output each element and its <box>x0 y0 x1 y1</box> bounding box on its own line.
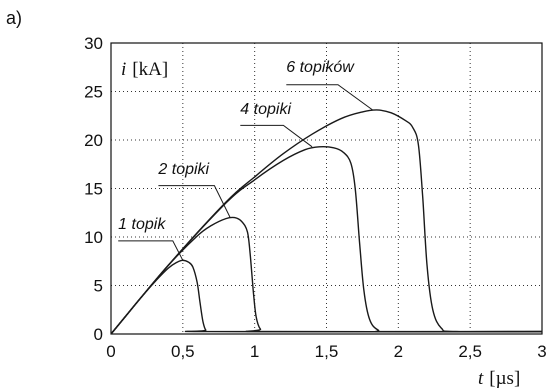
y-axis-variable: i <box>121 59 126 80</box>
x-tick-label: 3 <box>537 342 546 361</box>
leader-line-4 <box>286 84 373 111</box>
y-tick-label: 5 <box>94 277 103 296</box>
x-tick-label: 1 <box>250 342 259 361</box>
leader-line-1 <box>118 240 184 261</box>
grid <box>111 43 542 334</box>
x-axis-unit: [µs] <box>489 368 520 389</box>
series-line-3 <box>110 145 543 335</box>
series-line-2 <box>110 216 543 335</box>
x-axis-variable: t <box>478 368 484 389</box>
y-tick-label: 0 <box>94 325 103 344</box>
series-lines <box>110 109 543 335</box>
y-tick-label: 25 <box>84 83 103 102</box>
series-label-3: 4 topiki <box>240 101 291 118</box>
plot-area <box>110 42 543 335</box>
leader-line-2 <box>158 185 231 218</box>
leader-line-3 <box>240 124 313 148</box>
x-tick-label: 2,5 <box>458 342 482 361</box>
x-tick-label: 0,5 <box>171 342 195 361</box>
y-tick-label: 30 <box>84 34 103 53</box>
y-axis-label: i [kA] <box>121 59 168 80</box>
y-tick-label: 20 <box>84 131 103 150</box>
series-label-4: 6 topików <box>286 59 355 76</box>
series-label-1: 1 topik <box>118 216 166 233</box>
x-tick-label: 2 <box>394 342 403 361</box>
series-line-4 <box>110 109 543 335</box>
series-label-2: 2 topiki <box>157 161 209 178</box>
series-labels: 1 topik 2 topiki 4 topiki 6 topików <box>118 59 373 261</box>
x-axis-label: t [µs] <box>478 368 520 389</box>
x-tick-label: 1,5 <box>315 342 339 361</box>
y-tick-label: 10 <box>84 228 103 247</box>
panel-label: a) <box>6 8 22 28</box>
x-tick-label: 0 <box>106 342 115 361</box>
y-axis-unit: [kA] <box>132 59 168 80</box>
y-tick-label: 15 <box>84 180 103 199</box>
